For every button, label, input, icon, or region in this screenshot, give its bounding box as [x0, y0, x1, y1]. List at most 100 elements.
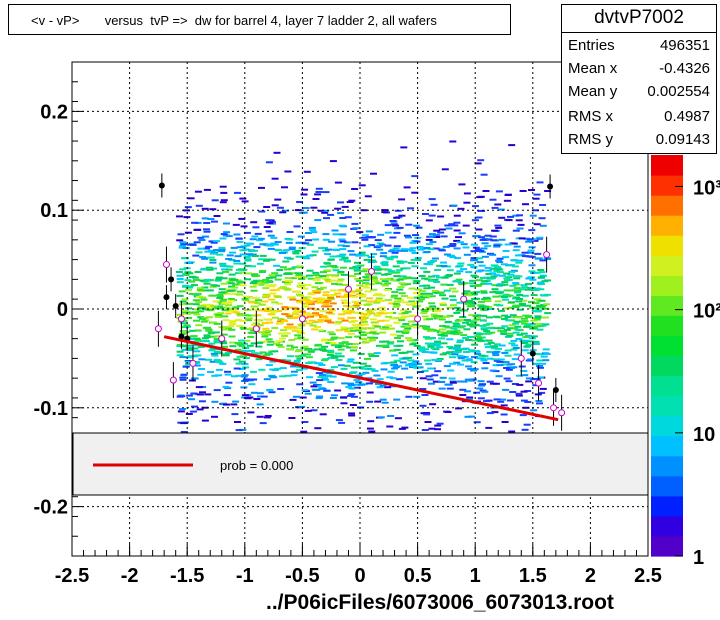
- heatmap-cell: [334, 346, 342, 348]
- heatmap-cell: [176, 313, 184, 316]
- heatmap-cell: [244, 265, 252, 267]
- heatmap-cell: [265, 161, 273, 164]
- heatmap-cell: [335, 329, 343, 332]
- heatmap-cell: [381, 264, 389, 267]
- heatmap-cell: [348, 275, 356, 278]
- heatmap-cell: [294, 334, 302, 337]
- heatmap-cell: [528, 301, 535, 303]
- heatmap-cell: [311, 328, 319, 331]
- heatmap-cell: [247, 331, 255, 334]
- heatmap-cell: [278, 337, 286, 340]
- heatmap-cell: [520, 399, 528, 402]
- heatmap-cell: [354, 329, 362, 332]
- heatmap-cell: [312, 198, 320, 200]
- heatmap-cell: [197, 345, 205, 348]
- heatmap-cell: [375, 282, 383, 285]
- heatmap-cell: [279, 266, 287, 269]
- heatmap-cell: [400, 295, 408, 297]
- heatmap-cell: [420, 309, 428, 311]
- heatmap-cell: [405, 236, 412, 239]
- heatmap-cell: [431, 278, 439, 281]
- heatmap-cell: [489, 369, 497, 372]
- heatmap-cell: [479, 319, 487, 322]
- heatmap-cell: [193, 319, 200, 322]
- heatmap-cell: [265, 258, 272, 261]
- heatmap-cell: [439, 331, 446, 334]
- heatmap-cell: [338, 421, 346, 424]
- heatmap-cell: [427, 308, 435, 310]
- heatmap-cell: [245, 328, 253, 331]
- heatmap-cell: [340, 367, 348, 370]
- heatmap-cell: [197, 316, 205, 319]
- heatmap-cell: [470, 293, 478, 296]
- heatmap-cell: [378, 294, 386, 297]
- heatmap-cell: [286, 316, 294, 319]
- heatmap-cell: [209, 208, 217, 211]
- heatmap-cell: [370, 253, 378, 256]
- heatmap-cell: [543, 353, 551, 355]
- heatmap-cell: [337, 255, 345, 258]
- heatmap-cell: [520, 317, 528, 320]
- heatmap-cell: [536, 236, 544, 239]
- heatmap-cell: [274, 367, 282, 370]
- heatmap-cell: [348, 414, 356, 417]
- stats-value: 0.002554: [647, 83, 710, 100]
- heatmap-cell: [292, 307, 300, 310]
- heatmap-cell: [357, 253, 365, 256]
- heatmap-cell: [322, 358, 330, 361]
- heatmap-cell: [249, 238, 257, 241]
- heatmap-cell: [530, 294, 538, 297]
- heatmap-cell: [301, 313, 309, 315]
- heatmap-cell: [404, 364, 412, 367]
- heatmap-cell: [294, 249, 302, 252]
- colorbar-segment: [651, 215, 683, 236]
- heatmap-cell: [201, 337, 209, 340]
- heatmap-cell: [389, 279, 397, 282]
- heatmap-cell: [379, 340, 387, 343]
- heatmap-cell: [373, 374, 381, 377]
- heatmap-cell: [481, 339, 489, 342]
- heatmap-cell: [491, 358, 499, 361]
- heatmap-cell: [265, 364, 273, 367]
- heatmap-cell: [314, 289, 322, 292]
- heatmap-cell: [208, 349, 216, 352]
- heatmap-cell: [525, 377, 533, 380]
- heatmap-cell: [182, 284, 190, 287]
- heatmap-cell: [248, 327, 256, 329]
- heatmap-cell: [384, 244, 392, 247]
- heatmap-cell: [220, 293, 228, 296]
- heatmap-cell: [527, 249, 535, 252]
- heatmap-cell: [301, 421, 309, 423]
- heatmap-cell: [420, 267, 427, 270]
- heatmap-cell: [494, 300, 502, 303]
- heatmap-cell: [185, 356, 193, 359]
- heatmap-cell: [222, 270, 230, 273]
- heatmap-cell: [188, 379, 196, 382]
- heatmap-cell: [269, 289, 277, 292]
- heatmap-cell: [398, 427, 406, 430]
- heatmap-cell: [191, 377, 199, 380]
- heatmap-cell: [507, 273, 515, 276]
- heatmap-cell: [538, 299, 546, 302]
- heatmap-cell: [320, 310, 328, 313]
- heatmap-cell: [238, 368, 246, 370]
- heatmap-cell: [335, 283, 343, 286]
- heatmap-cell: [433, 229, 441, 232]
- heatmap-cell: [515, 392, 523, 395]
- heatmap-cell: [307, 350, 315, 353]
- heatmap-cell: [502, 298, 509, 301]
- heatmap-cell: [240, 225, 248, 228]
- heatmap-cell: [413, 292, 420, 295]
- heatmap-cell: [200, 298, 208, 301]
- heatmap-cell: [305, 356, 313, 359]
- heatmap-cell: [453, 347, 461, 350]
- heatmap-cell: [185, 348, 193, 351]
- heatmap-cell: [453, 306, 461, 309]
- heatmap-cell: [243, 339, 251, 342]
- heatmap-cell: [468, 314, 476, 317]
- heatmap-cell: [298, 332, 306, 335]
- heatmap-cell: [355, 303, 363, 306]
- heatmap-cell: [329, 342, 337, 345]
- heatmap-cell: [248, 349, 256, 352]
- heatmap-cell: [314, 362, 322, 365]
